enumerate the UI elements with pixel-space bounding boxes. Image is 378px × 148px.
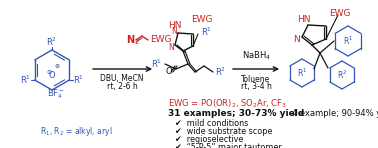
- Text: ✔  mild conditions: ✔ mild conditions: [175, 119, 248, 127]
- Text: R$^1$: R$^1$: [152, 58, 163, 70]
- Text: ✔  wide substrate scope: ✔ wide substrate scope: [175, 127, 273, 136]
- Text: ✔  regioselective: ✔ regioselective: [175, 135, 243, 144]
- Text: R$^2$: R$^2$: [337, 69, 347, 81]
- Text: R$^1$: R$^1$: [73, 74, 84, 86]
- Text: EWG: EWG: [329, 8, 351, 17]
- Text: rt, 3-4 h: rt, 3-4 h: [240, 82, 271, 91]
- Text: R$^1$: R$^1$: [343, 35, 353, 47]
- Text: Toluene: Toluene: [242, 74, 271, 83]
- Text: N: N: [293, 36, 299, 45]
- Text: N$_2$: N$_2$: [126, 33, 140, 47]
- Text: N: N: [171, 26, 177, 36]
- Text: R$^2$: R$^2$: [46, 36, 57, 48]
- Text: 4 example; 90-94% yield: 4 example; 90-94% yield: [292, 110, 378, 119]
- Text: O: O: [166, 67, 172, 77]
- Text: R$^1$: R$^1$: [297, 67, 307, 79]
- Text: R$^1$: R$^1$: [20, 74, 31, 86]
- Text: HN: HN: [168, 21, 182, 30]
- Text: EWG: EWG: [150, 36, 172, 45]
- Text: NaBH$_4$: NaBH$_4$: [242, 50, 271, 62]
- Text: R$^1$: R$^1$: [201, 26, 212, 38]
- Text: BF$_4^-$: BF$_4^-$: [47, 87, 65, 101]
- Text: EWG: EWG: [191, 16, 213, 25]
- Text: 31 examples; 30-73% yield: 31 examples; 30-73% yield: [168, 110, 304, 119]
- Text: rt, 2-6 h: rt, 2-6 h: [107, 82, 137, 91]
- Text: EWG = PO(OR)$_2$, SO$_2$Ar, CF$_3$: EWG = PO(OR)$_2$, SO$_2$Ar, CF$_3$: [168, 98, 287, 110]
- Text: $\oplus$: $\oplus$: [54, 62, 60, 70]
- Text: R$^2$: R$^2$: [215, 66, 226, 78]
- Text: N: N: [168, 42, 174, 52]
- Text: DBU, MeCN: DBU, MeCN: [100, 74, 144, 83]
- Text: R$_1$, R$_2$ = alkyl, aryl: R$_1$, R$_2$ = alkyl, aryl: [40, 126, 113, 139]
- Text: HN: HN: [297, 16, 311, 25]
- Text: ✔  “5-P-5” major tautomer: ✔ “5-P-5” major tautomer: [175, 143, 282, 148]
- Text: $\ominus$: $\ominus$: [46, 68, 52, 76]
- Text: O: O: [49, 71, 55, 81]
